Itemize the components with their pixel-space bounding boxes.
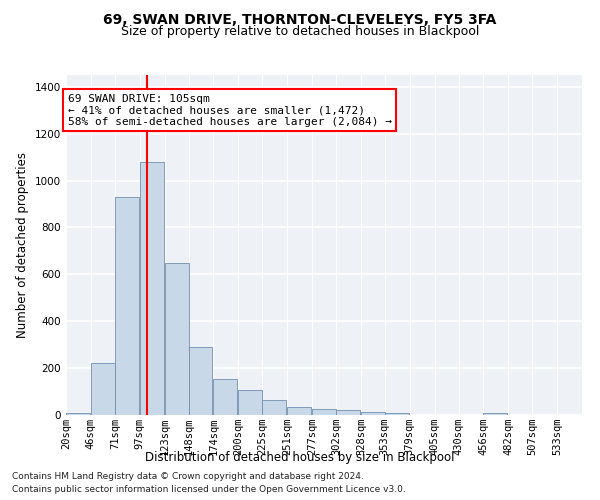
Bar [66, 412, 90, 415]
Text: Distribution of detached houses by size in Blackpool: Distribution of detached houses by size … [145, 451, 455, 464]
Bar [361, 412, 385, 415]
Text: 69, SWAN DRIVE, THORNTON-CLEVELEYS, FY5 3FA: 69, SWAN DRIVE, THORNTON-CLEVELEYS, FY5 … [103, 12, 497, 26]
Bar [336, 410, 360, 415]
Bar [115, 197, 139, 415]
Bar [188, 347, 212, 415]
Bar [238, 390, 262, 415]
Text: Size of property relative to detached houses in Blackpool: Size of property relative to detached ho… [121, 25, 479, 38]
Bar [312, 409, 336, 415]
Text: 69 SWAN DRIVE: 105sqm
← 41% of detached houses are smaller (1,472)
58% of semi-d: 69 SWAN DRIVE: 105sqm ← 41% of detached … [68, 94, 392, 127]
Bar [91, 364, 115, 415]
Bar [484, 412, 508, 415]
Bar [385, 412, 409, 415]
Bar [214, 378, 238, 415]
Bar [287, 407, 311, 415]
Bar [262, 400, 286, 415]
Text: Contains HM Land Registry data © Crown copyright and database right 2024.: Contains HM Land Registry data © Crown c… [12, 472, 364, 481]
Y-axis label: Number of detached properties: Number of detached properties [16, 152, 29, 338]
Bar [164, 262, 188, 415]
Bar [140, 162, 164, 415]
Text: Contains public sector information licensed under the Open Government Licence v3: Contains public sector information licen… [12, 485, 406, 494]
